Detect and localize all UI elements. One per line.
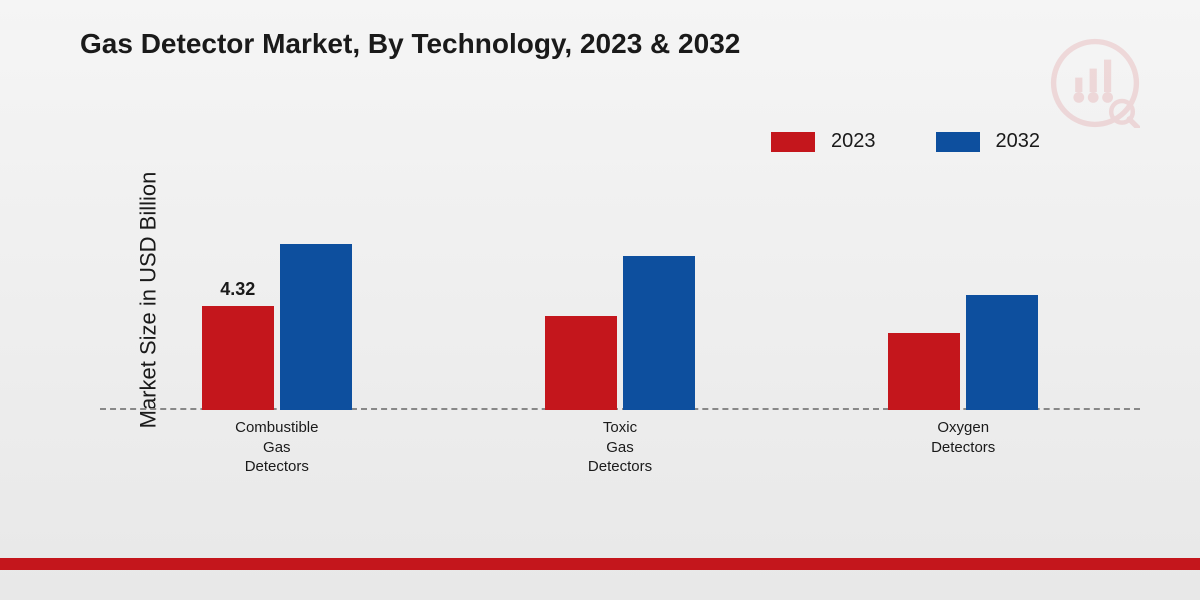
bar-2023 bbox=[888, 333, 960, 410]
chart-title: Gas Detector Market, By Technology, 2023… bbox=[80, 28, 740, 60]
brand-watermark-icon bbox=[1050, 38, 1140, 128]
bar-group: 4.32Combustible Gas Detectors bbox=[202, 244, 352, 410]
legend-swatch-2032 bbox=[936, 132, 980, 152]
legend: 2023 2032 bbox=[771, 130, 1040, 153]
bar-group: Oxygen Detectors bbox=[888, 295, 1038, 410]
legend-swatch-2023 bbox=[771, 132, 815, 152]
data-label: 4.32 bbox=[220, 279, 255, 300]
legend-label-2023: 2023 bbox=[831, 130, 876, 153]
bar-2032 bbox=[623, 256, 695, 410]
legend-label-2032: 2032 bbox=[996, 130, 1041, 153]
footer-accent-bar bbox=[0, 558, 1200, 570]
category-label: Combustible Gas Detectors bbox=[235, 418, 318, 477]
bar-2032 bbox=[966, 295, 1038, 410]
legend-item-2023: 2023 bbox=[771, 130, 876, 153]
bar-2023 bbox=[202, 306, 274, 410]
category-label: Toxic Gas Detectors bbox=[588, 418, 652, 477]
bar-2032 bbox=[280, 244, 352, 410]
plot-area: 4.32Combustible Gas Detectors Toxic Gas D… bbox=[100, 170, 1140, 410]
legend-item-2032: 2032 bbox=[936, 130, 1041, 153]
bar-2023 bbox=[545, 316, 617, 410]
bar-group: Toxic Gas Detectors bbox=[545, 256, 695, 410]
category-label: Oxygen Detectors bbox=[931, 418, 995, 457]
